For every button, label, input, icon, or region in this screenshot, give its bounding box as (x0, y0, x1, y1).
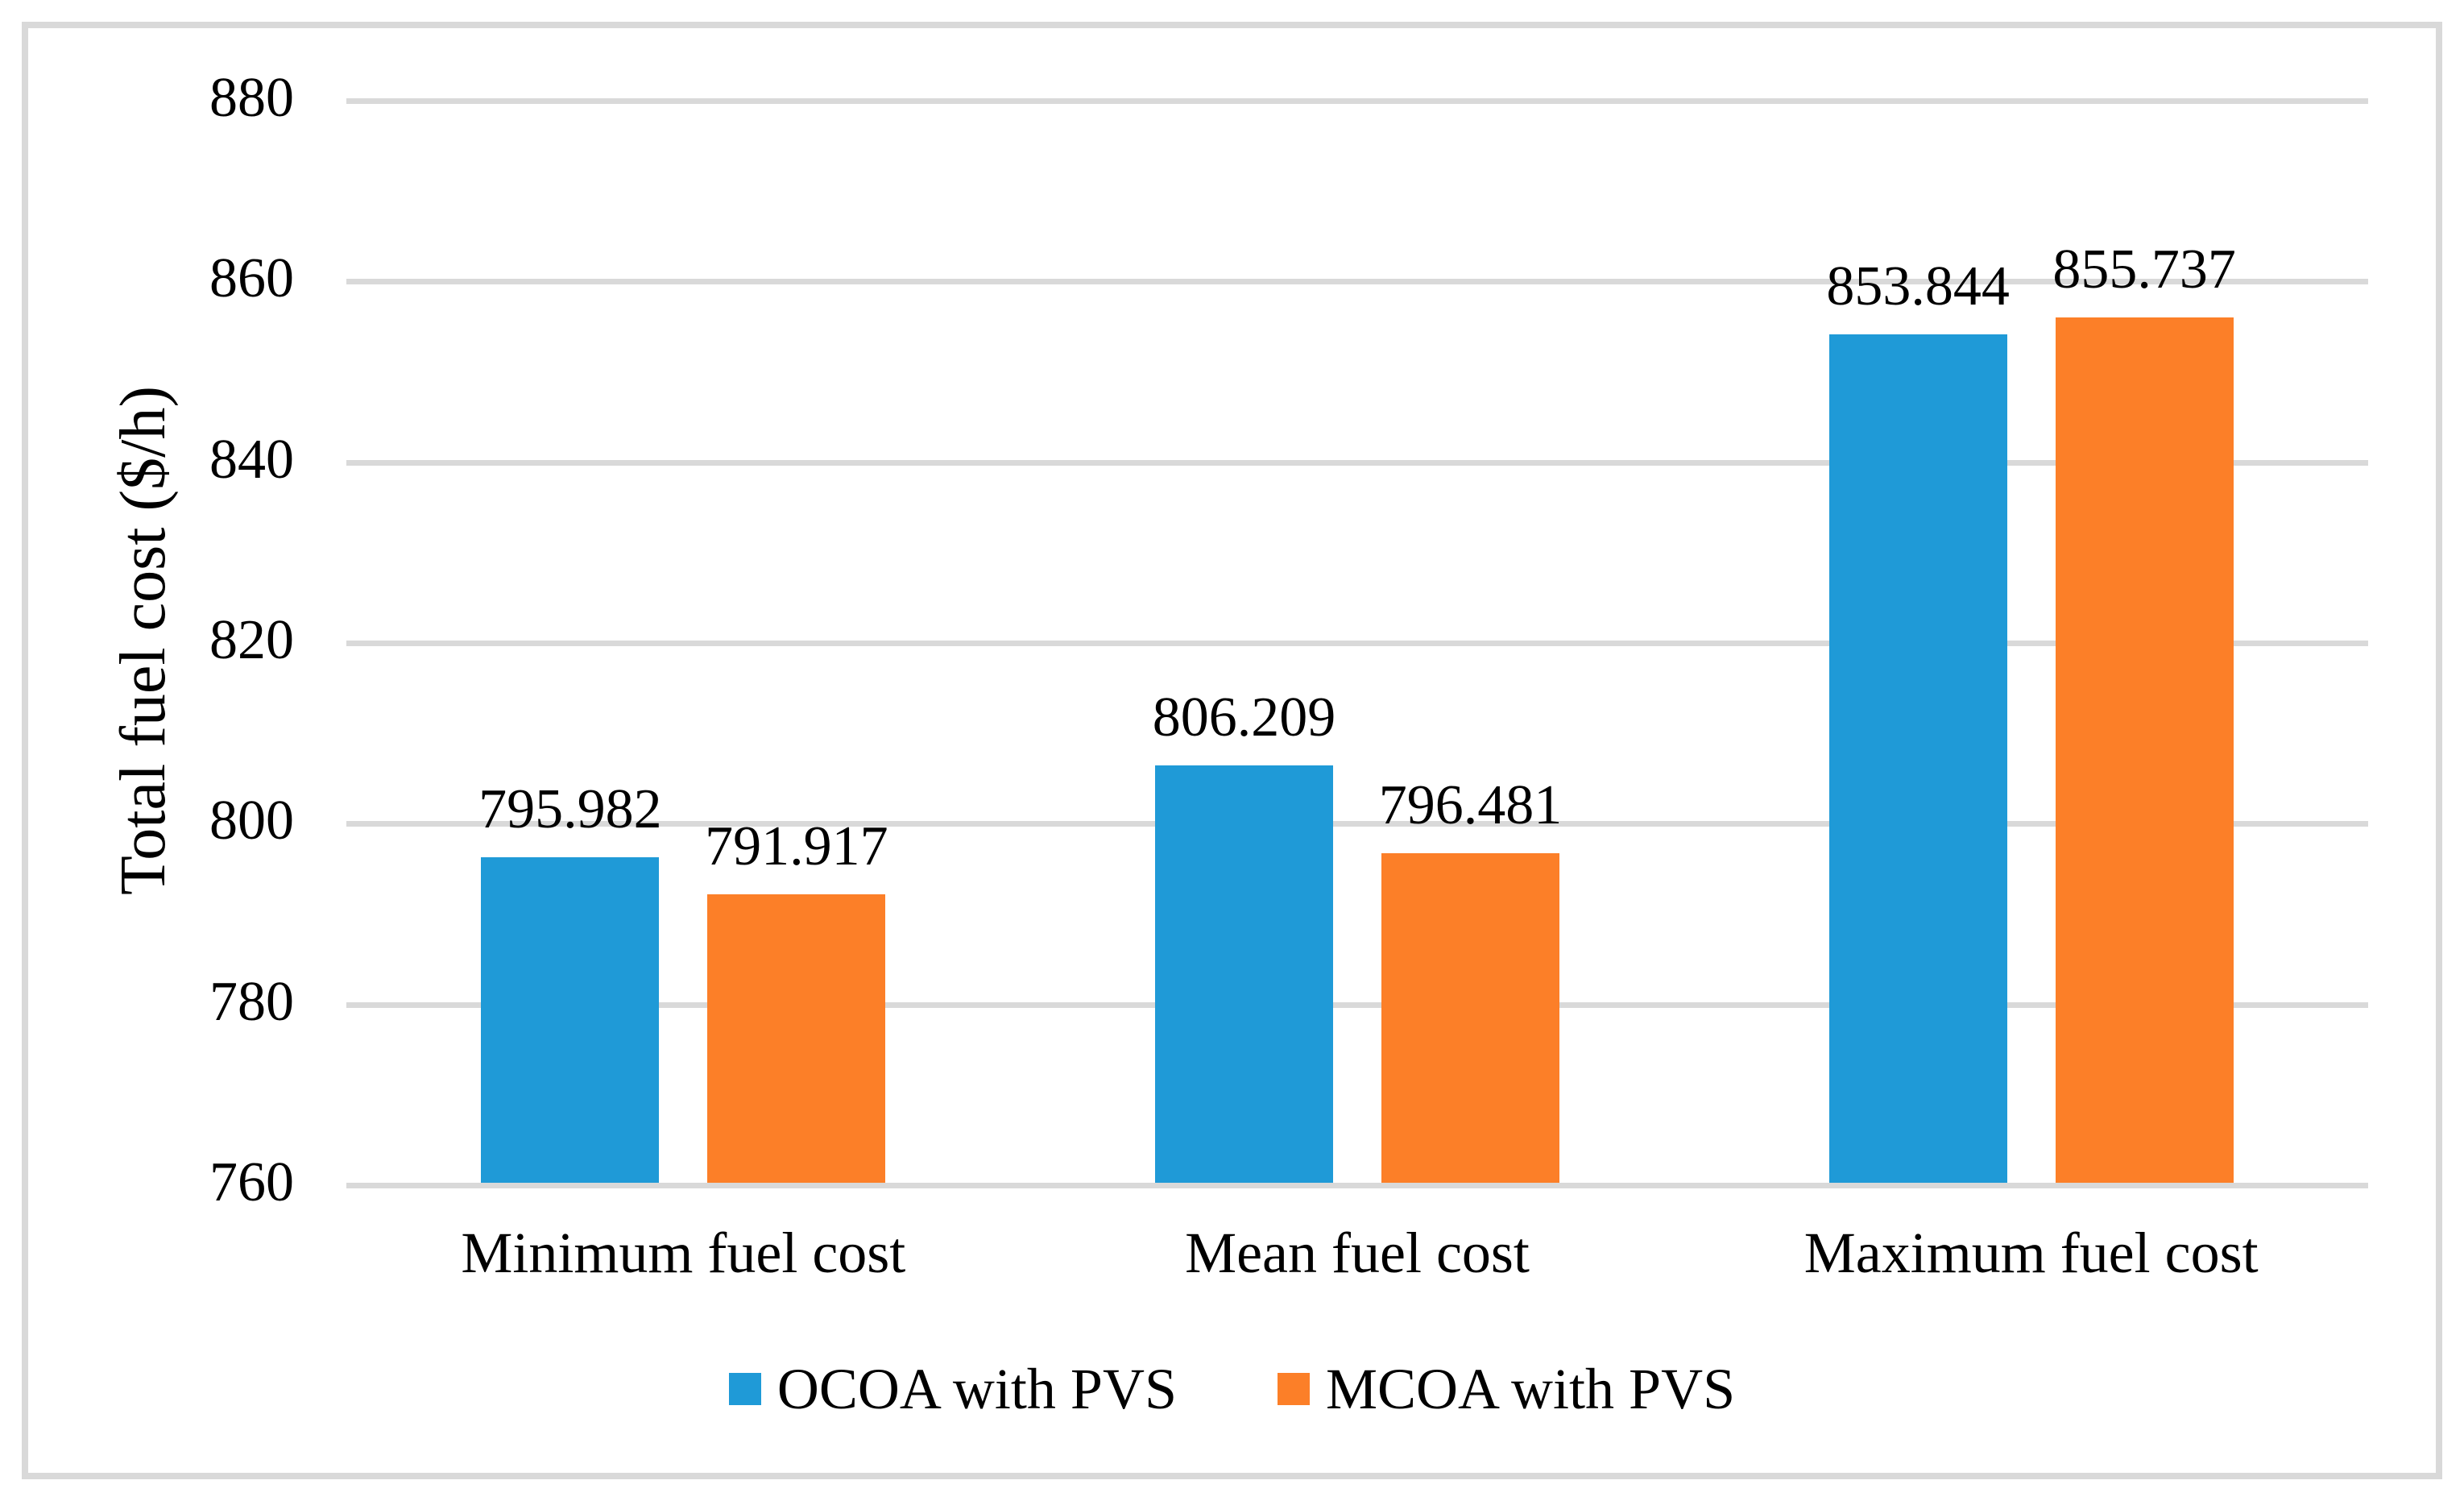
gridline (346, 1183, 2368, 1188)
bar: 853.844 (1826, 259, 2010, 1183)
data-label: 855.737 (2052, 238, 2236, 301)
bar: 795.982 (478, 782, 662, 1183)
bar: 806.209 (1153, 689, 1336, 1183)
legend-swatch-icon (728, 1373, 761, 1405)
data-label: 853.844 (1826, 255, 2010, 318)
y-tick-label: 880 (209, 67, 294, 129)
gridline (346, 279, 2368, 285)
x-axis-category-labels: Minimum fuel cost Mean fuel cost Maximum f… (346, 1221, 2368, 1285)
y-tick-label: 840 (209, 428, 294, 491)
legend-item: MCOA with PVS (1277, 1357, 1736, 1421)
plot-area: 760 780 800 820 840 860 880 795.982 791.917 806.… (209, 70, 2368, 1211)
data-label: 795.982 (478, 778, 662, 841)
gridline (346, 98, 2368, 104)
category-label: Minimum fuel cost (461, 1221, 906, 1285)
y-tick-label: 780 (209, 970, 294, 1033)
y-axis-title: Total fuel cost ($/h) (108, 386, 179, 895)
bar: 791.917 (705, 819, 888, 1183)
category-label: Maximum fuel cost (1803, 1221, 2259, 1285)
legend-item: OCOA with PVS (728, 1357, 1177, 1421)
gridline (346, 821, 2368, 827)
data-label: 796.481 (1378, 773, 1563, 836)
bar-group: 806.209 796.481 (1021, 98, 1695, 1183)
y-tick-label: 760 (209, 1151, 294, 1213)
bar: 855.737 (2052, 242, 2236, 1183)
legend-label: OCOA with PVS (776, 1357, 1177, 1421)
bar-group: 853.844 855.737 (1694, 98, 2368, 1183)
y-tick-label: 860 (209, 247, 294, 310)
data-label: 791.917 (705, 815, 888, 877)
y-tick-label: 820 (209, 609, 294, 671)
gridline (346, 459, 2368, 466)
chart-border-frame (22, 22, 2442, 1479)
bar-groups: 795.982 791.917 806.209 796.481 853.844 855.7… (346, 98, 2368, 1183)
gridline (346, 641, 2368, 646)
legend-swatch-icon (1277, 1373, 1310, 1405)
legend-label: MCOA with PVS (1325, 1357, 1736, 1421)
gridline (346, 1001, 2368, 1008)
bar-group: 795.982 791.917 (346, 98, 1021, 1183)
category-label: Mean fuel cost (1185, 1221, 1530, 1285)
data-label: 806.209 (1152, 686, 1336, 748)
y-tick-label: 800 (209, 790, 294, 852)
legend: OCOA with PVS MCOA with PVS (0, 1360, 2464, 1418)
bar: 796.481 (1379, 777, 1562, 1183)
